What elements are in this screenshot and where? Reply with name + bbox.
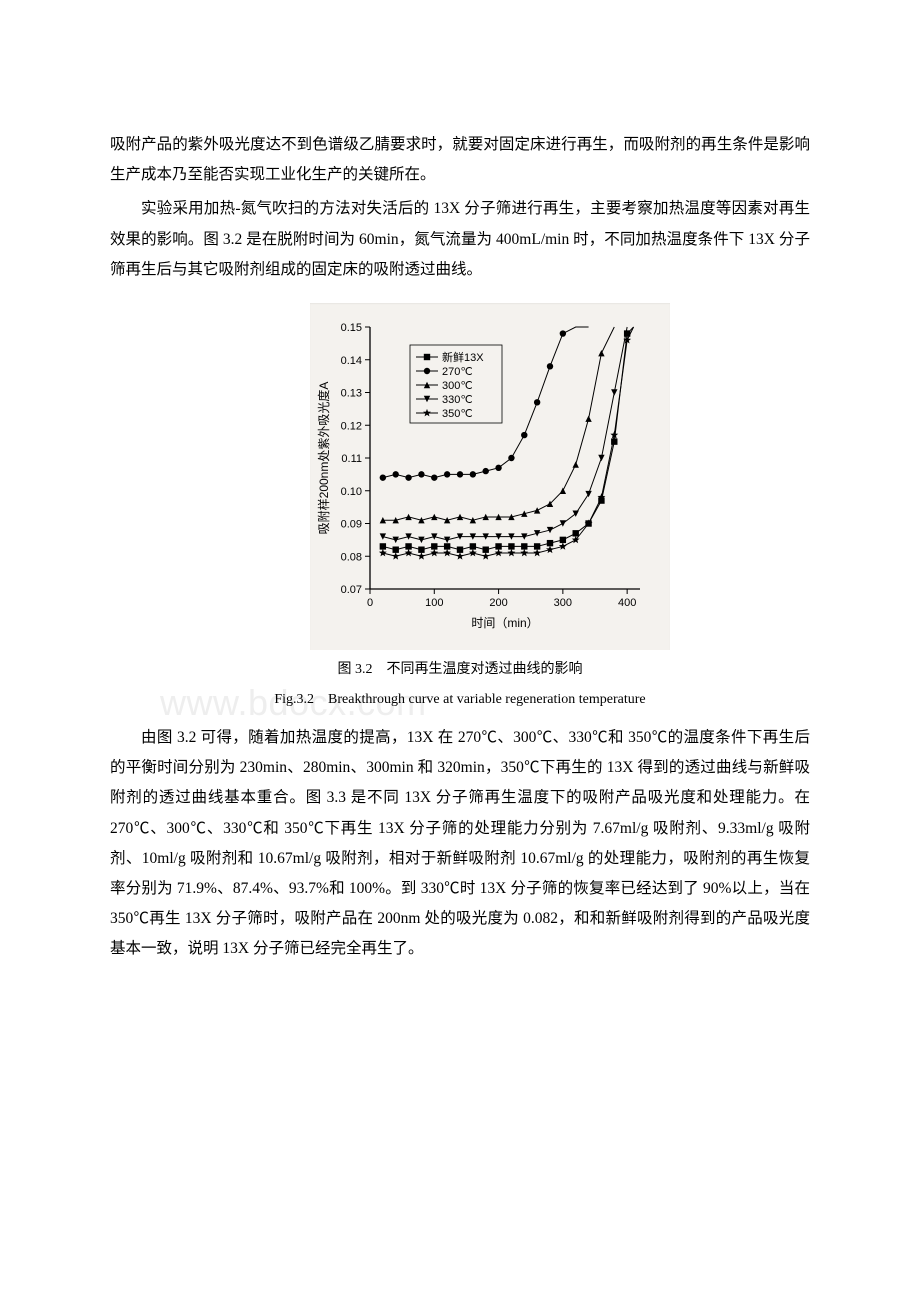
paragraph-3: 由图 3.2 可得，随着加热温度的提高，13X 在 270℃、300℃、330℃… <box>110 723 810 965</box>
svg-text:吸附样200nm处紫外吸光度A: 吸附样200nm处紫外吸光度A <box>316 382 331 535</box>
figure-caption-cn: 图 3.2 不同再生温度对透过曲线的影响 <box>110 656 810 683</box>
svg-text:0.13: 0.13 <box>341 388 362 400</box>
figure-3-2: 0 100 200 300 400 0.07 0.08 0.09 0.10 0.11 0.12 0.1… <box>110 303 810 713</box>
figure-caption-en: Fig.3.2 Breakthrough curve at variable r… <box>110 686 810 713</box>
svg-text:0.14: 0.14 <box>341 355 362 367</box>
svg-text:200: 200 <box>489 597 507 609</box>
svg-text:0.07: 0.07 <box>341 584 362 596</box>
svg-text:350℃: 350℃ <box>442 408 473 420</box>
svg-text:0.11: 0.11 <box>341 453 362 465</box>
svg-text:0.15: 0.15 <box>341 322 362 334</box>
svg-text:300: 300 <box>554 597 572 609</box>
breakthrough-curve-chart: 0 100 200 300 400 0.07 0.08 0.09 0.10 0.11 0.12 0.1… <box>310 313 650 633</box>
figure-chart-box: 0 100 200 300 400 0.07 0.08 0.09 0.10 0.11 0.12 0.1… <box>310 303 670 650</box>
svg-text:330℃: 330℃ <box>442 394 473 406</box>
paragraph-2: 实验采用加热-氮气吹扫的方法对失活后的 13X 分子筛进行再生，主要考察加热温度… <box>110 194 810 285</box>
svg-text:0.08: 0.08 <box>341 551 362 563</box>
svg-text:270℃: 270℃ <box>442 366 473 378</box>
svg-text:0.10: 0.10 <box>341 486 362 498</box>
svg-text:400: 400 <box>618 597 636 609</box>
svg-text:0.12: 0.12 <box>341 420 362 432</box>
svg-text:0: 0 <box>367 597 373 609</box>
svg-text:100: 100 <box>425 597 443 609</box>
svg-text:时间（min）: 时间（min） <box>471 616 538 630</box>
svg-text:0.09: 0.09 <box>341 519 362 531</box>
svg-text:300℃: 300℃ <box>442 380 473 392</box>
svg-text:新鲜13X: 新鲜13X <box>442 350 484 364</box>
paragraph-1: 吸附产品的紫外吸光度达不到色谱级乙腈要求时，就要对固定床进行再生，而吸附剂的再生… <box>110 130 810 190</box>
